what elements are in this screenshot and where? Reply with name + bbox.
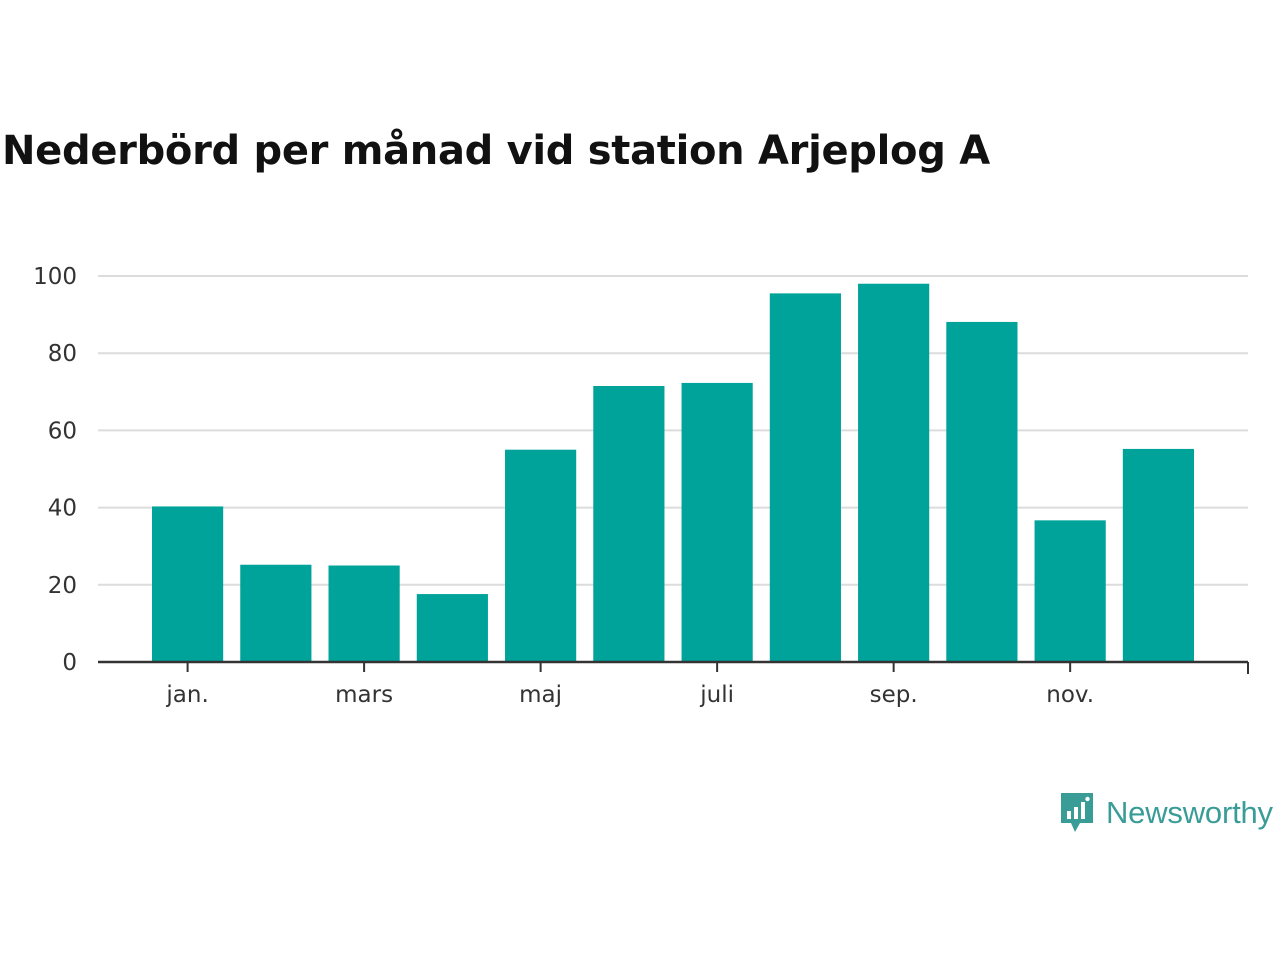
bar-aug [769, 293, 841, 662]
x-tick-label: maj [519, 682, 562, 708]
bar-okt [946, 321, 1018, 662]
bar-mars [328, 565, 400, 662]
bars [152, 283, 1194, 662]
chart-title: Nederbörd per månad vid station Arjeplog… [2, 128, 990, 174]
y-tick-label: 100 [33, 264, 77, 290]
y-tick-label: 60 [48, 418, 77, 444]
x-tick-label: nov. [1046, 682, 1094, 708]
y-tick-label: 20 [48, 573, 77, 599]
x-tick-label: sep. [870, 682, 918, 708]
bar-apr [416, 594, 488, 662]
bar-sep [858, 283, 930, 662]
y-tick-label: 80 [48, 341, 77, 367]
bar-jan [152, 506, 224, 662]
x-tick-label: juli [699, 682, 734, 708]
bar-juli [681, 382, 753, 662]
y-axis-tick-labels: 0 20 40 60 80 100 [33, 264, 77, 676]
y-tick-label: 40 [48, 496, 77, 522]
newsworthy-logo: Newsworthy [1058, 790, 1273, 836]
newsworthy-logo-text: Newsworthy [1106, 795, 1273, 830]
bar-maj [505, 449, 577, 662]
bar-dec [1122, 448, 1194, 662]
x-tick-label: jan. [165, 682, 208, 708]
x-axis [98, 660, 1249, 674]
bar-feb [240, 564, 312, 662]
x-tick-label: mars [335, 682, 393, 708]
newsworthy-logo-icon [1061, 793, 1093, 832]
bar-nov [1034, 520, 1106, 662]
bar-juni [593, 386, 665, 662]
x-axis-tick-labels: jan. mars maj juli sep. nov. [165, 682, 1094, 708]
y-tick-label: 0 [62, 650, 77, 676]
